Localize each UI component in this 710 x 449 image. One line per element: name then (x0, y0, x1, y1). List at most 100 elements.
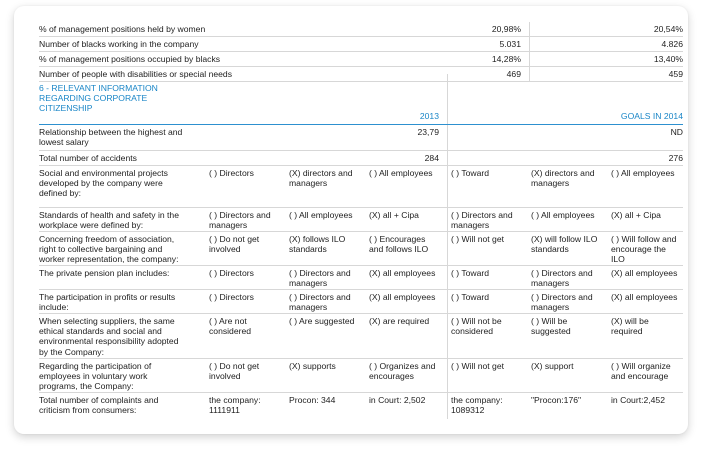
cell-line: Concerning freedom of association, (39, 234, 175, 244)
cell-line: ( ) Directors (209, 168, 254, 178)
option-2013-b: ( ) Are suggested (289, 316, 369, 326)
citizenship-table: % of management positions held by women 2… (39, 22, 683, 419)
cell-line: involved (209, 371, 241, 382)
cell-line: ( ) Do not get (209, 361, 260, 371)
goal-2014: 276 (668, 153, 683, 163)
option-2013-a: ( ) Directors (209, 168, 285, 178)
cell-line: considered (451, 326, 494, 337)
section-title-line: 6 - RELEVANT INFORMATION (39, 83, 158, 93)
option-goal-b: (X) will follow ILO standards (531, 234, 611, 254)
column-divider (529, 22, 530, 36)
cell-line: the company: (451, 395, 503, 405)
option-goal-c: ( ) Will follow and encourage the ILO (611, 234, 687, 265)
row-label: Concerning freedom of association, right … (39, 234, 203, 265)
option-row: Total number of complaints and criticism … (39, 393, 683, 419)
option-goal-b: (X) directors and managers (531, 168, 611, 188)
cell-line: standards (531, 244, 569, 255)
column-divider (447, 208, 448, 231)
cell-line: managers (531, 302, 570, 313)
column-divider (447, 393, 448, 419)
section-header: 6 - RELEVANT INFORMATION REGARDING CORPO… (39, 74, 683, 125)
option-goal-a: ( ) Will not get (451, 234, 529, 244)
row-label: Standards of health and safety in the wor… (39, 210, 203, 230)
cell-line: programs, the Company: (39, 381, 134, 392)
cell-line: ( ) Will follow and (611, 234, 677, 244)
cell-line: in Court: 2,502 (369, 395, 426, 405)
cell-line: ( ) Directors and (531, 268, 593, 278)
cell-line: (X) all employees (369, 292, 436, 302)
cell-line: ( ) All employees (611, 168, 675, 178)
cell-line: standards (289, 244, 327, 255)
cell-line: ( ) Are suggested (289, 316, 355, 326)
value-2013: 284 (424, 153, 439, 163)
indicator-value-2013: 14,28% (491, 54, 521, 64)
column-divider (447, 151, 448, 165)
cell-line: ethical standards and social and (39, 326, 162, 337)
cell-line: ( ) Directors and (209, 210, 271, 220)
cell-line: workplace were defined by: (39, 220, 144, 231)
cell-line: (X) directors and (289, 168, 353, 178)
cell-line: ( ) Directors and (451, 210, 513, 220)
indicator-goal-2014: 13,40% (653, 54, 683, 64)
row-label: Regarding the participation of employees … (39, 361, 203, 392)
cell-line: worker representation, the company: (39, 254, 179, 265)
cell-line: ( ) All employees (531, 210, 595, 220)
option-row: Standards of health and safety in the wor… (39, 208, 683, 232)
cell-line: (X) supports (289, 361, 336, 371)
cell-line: managers (451, 220, 490, 231)
option-2013-a: ( ) Do not get involved (209, 234, 285, 254)
option-2013-c: ( ) Organizes and encourages (369, 361, 447, 381)
cell-line: in Court:2,452 (611, 395, 665, 405)
option-2013-b: (X) supports (289, 361, 369, 371)
cell-line: (X) will follow ILO (531, 234, 598, 244)
option-2013-a: ( ) Do not get involved (209, 361, 285, 381)
cell-line: Total number of complaints and (39, 395, 159, 405)
row-label: Social and environmental projects develop… (39, 168, 203, 199)
cell-line: (X) all + Cipa (369, 210, 419, 220)
option-goal-b: ( ) Directors and managers (531, 268, 611, 288)
indicator-value-2013: 20,98% (491, 24, 521, 34)
column-divider (529, 52, 530, 66)
cell-line: ( ) Are not (209, 316, 247, 326)
cell-line: ( ) Directors (209, 268, 254, 278)
option-goal-c: (X) will be required (611, 316, 687, 336)
option-2013-c: (X) all + Cipa (369, 210, 447, 220)
column-divider (447, 359, 448, 392)
accidents-row: Total number of accidents 284 276 (39, 151, 683, 166)
option-2013-c: ( ) Encourages and follows ILO (369, 234, 447, 254)
goal-2014: ND (670, 127, 683, 137)
option-row: Concerning freedom of association, right … (39, 232, 683, 266)
cell-line: environmental responsibility adopted (39, 336, 179, 347)
option-goal-a: ( ) Toward (451, 168, 529, 178)
option-goal-c: (X) all employees (611, 268, 687, 278)
indicator-goal-2014: 459 (668, 69, 683, 79)
indicator-goal-2014: 20,54% (653, 24, 683, 34)
option-2013-b: (X) follows ILO standards (289, 234, 369, 254)
option-2013-a: ( ) Are not considered (209, 316, 285, 336)
cell-line: ( ) Will not get (451, 234, 505, 244)
cell-line: When selecting suppliers, the same (39, 316, 175, 326)
option-goal-a: ( ) Will not be considered (451, 316, 529, 336)
cell-line: ( ) Will be (531, 316, 568, 326)
option-2013-a: ( ) Directors and managers (209, 210, 285, 230)
option-2013-b: Procon: 344 (289, 395, 369, 405)
option-2013-b: ( ) All employees (289, 210, 369, 220)
cell-line: ( ) Will not get (451, 361, 505, 371)
cell-line: and encourage (611, 371, 669, 382)
cell-line: ( ) Organizes and (369, 361, 436, 371)
cell-line: Social and environmental projects (39, 168, 168, 178)
cell-line: considered (209, 326, 252, 337)
indicator-row: % of management positions held by women 2… (39, 22, 683, 37)
cell-line: by the Company: (39, 346, 104, 357)
cell-line: (X) directors and (531, 168, 595, 178)
cell-line: The private pension plan includes: (39, 268, 170, 278)
option-goal-a: ( ) Will not get (451, 361, 529, 371)
cell-line: managers (531, 178, 570, 189)
cell-line: Procon: 344 (289, 395, 336, 405)
option-goal-b: "Procon:176" (531, 395, 611, 405)
row-label: Total number of accidents (39, 153, 137, 163)
option-goal-c: ( ) All employees (611, 168, 687, 178)
cell-line: developed by the company were (39, 178, 163, 189)
column-divider (447, 314, 448, 358)
cell-line: include: (39, 302, 69, 313)
